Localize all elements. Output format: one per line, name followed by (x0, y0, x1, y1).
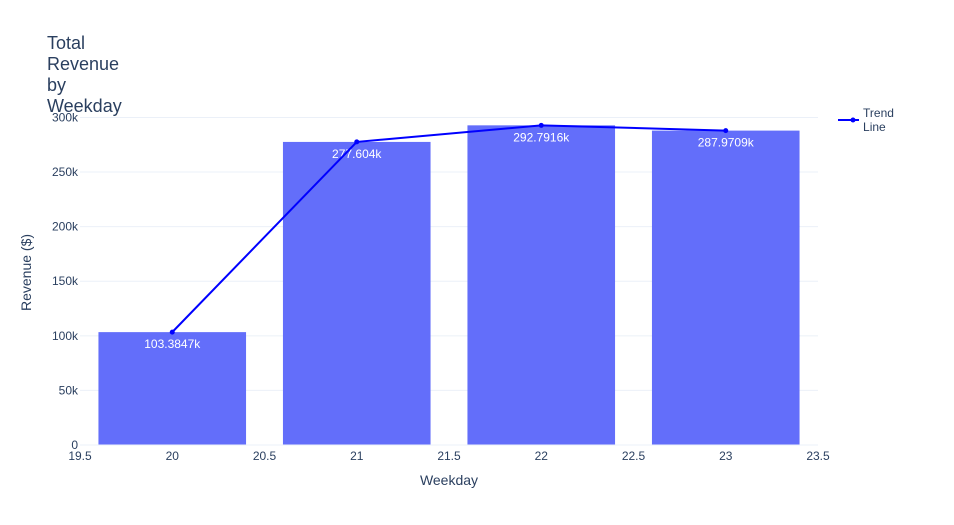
y-tick-label: 250k (52, 165, 79, 179)
x-tick-label: 21 (350, 449, 364, 463)
y-tick-label: 50k (59, 383, 79, 397)
bar (282, 141, 431, 445)
x-tick-label: 19.5 (68, 449, 92, 463)
y-tick-label: 100k (52, 329, 79, 343)
bar (467, 125, 616, 445)
x-tick-label: 21.5 (437, 449, 461, 463)
y-tick-label: 0 (71, 438, 78, 452)
chart-title: Total Revenue by Weekday (47, 33, 122, 116)
y-tick-label: 150k (52, 274, 79, 288)
legend-trend-line-label: Trend Line (863, 106, 894, 134)
legend[interactable]: Trend Line (838, 106, 903, 134)
x-tick-label: 23.5 (806, 449, 830, 463)
bar (651, 130, 800, 446)
bar-data-label: 103.3847k (144, 337, 201, 351)
bar-data-label: 292.7916k (513, 130, 570, 144)
x-tick-label: 20 (166, 449, 180, 463)
y-axis-title: Revenue ($) (18, 234, 34, 311)
x-tick-label: 22.5 (622, 449, 646, 463)
y-tick-label: 200k (52, 220, 79, 234)
y-tick-label: 300k (52, 110, 79, 124)
trend-line-point (169, 329, 175, 335)
trend-line-point (538, 122, 544, 128)
trend-line-point (354, 139, 360, 145)
x-axis-title: Weekday (420, 472, 478, 488)
x-tick-label: 22 (535, 449, 549, 463)
trend-line-point (723, 128, 729, 134)
bar-data-label: 287.9709k (698, 136, 755, 150)
bar-data-label: 277.604k (332, 147, 382, 161)
legend-trend-line-swatch (838, 117, 860, 123)
bar (98, 332, 247, 445)
trend-line (171, 124, 726, 333)
x-tick-label: 23 (719, 449, 733, 463)
x-tick-label: 20.5 (253, 449, 277, 463)
